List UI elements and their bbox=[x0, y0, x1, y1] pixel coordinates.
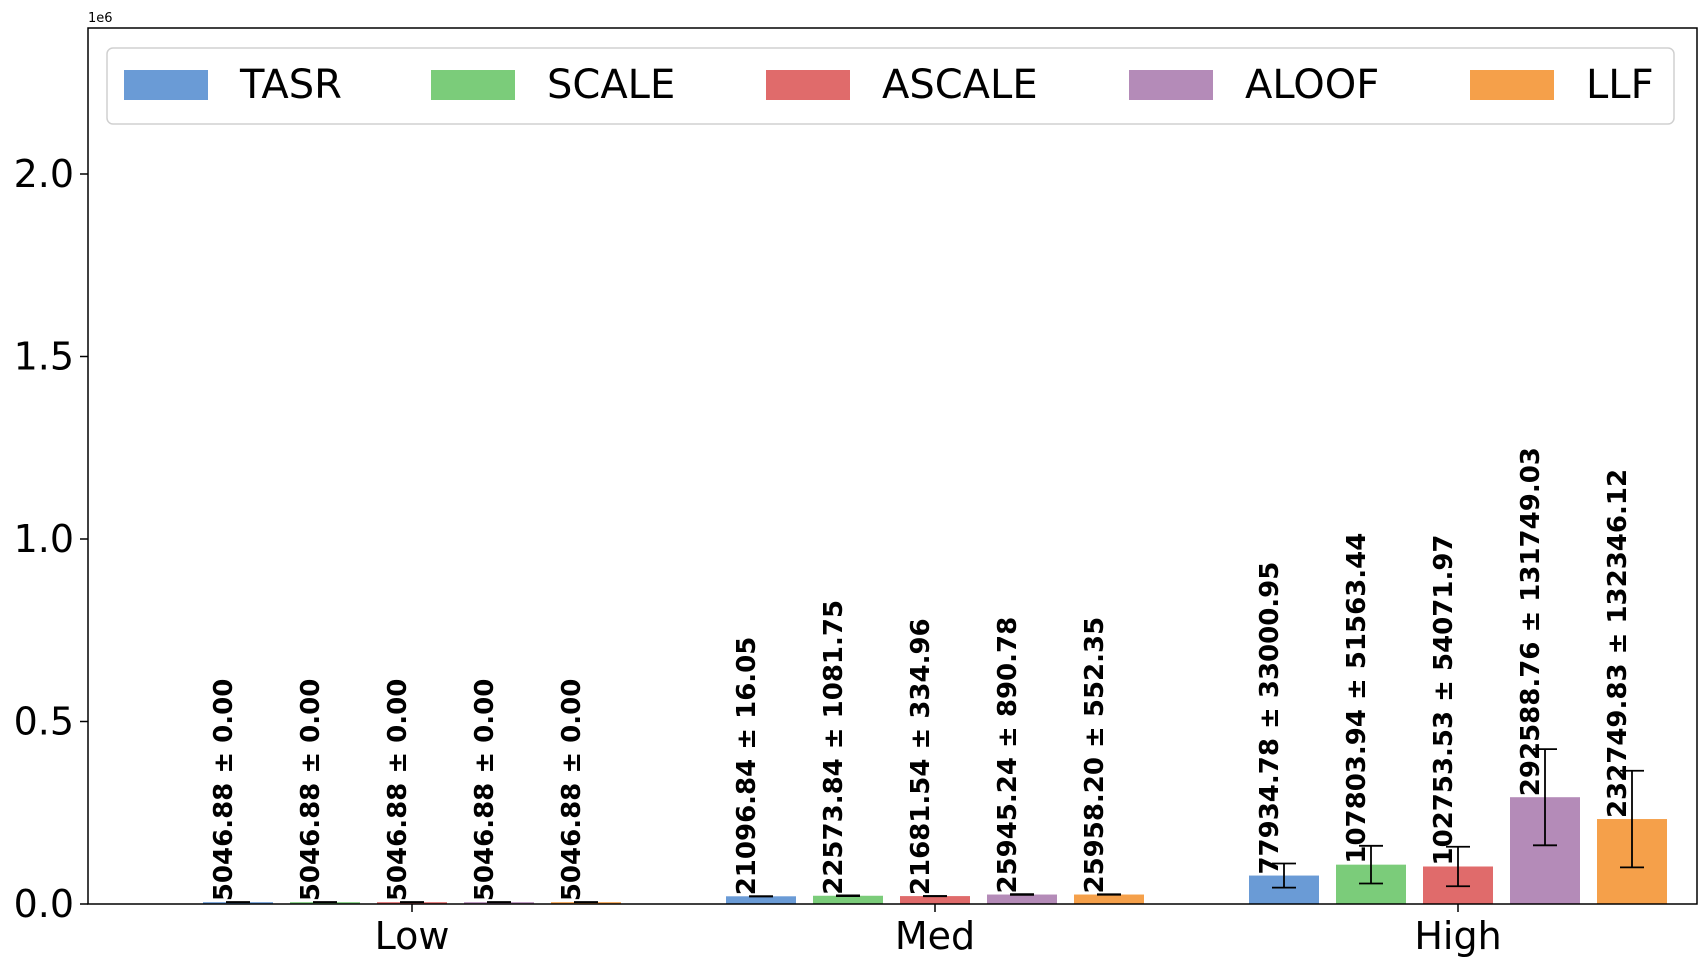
y-tick-label: 2.0 bbox=[14, 152, 74, 196]
bar-value-label: 25945.24 ± 890.78 bbox=[993, 617, 1023, 894]
bar-value-label: 292588.76 ± 131749.03 bbox=[1516, 447, 1546, 796]
legend-swatch-aloof bbox=[1129, 70, 1213, 100]
error-bars-layer bbox=[226, 748, 1644, 904]
legend-label-aloof: ALOOF bbox=[1245, 62, 1379, 108]
bar-ascale-med bbox=[900, 896, 970, 904]
bar-llf-med bbox=[1074, 894, 1144, 904]
plot-frame bbox=[87, 27, 1698, 905]
y-tick-label: 0.0 bbox=[14, 882, 74, 926]
bar-value-label: 77934.78 ± 33000.95 bbox=[1255, 562, 1285, 875]
bar-ascale-low bbox=[377, 902, 447, 904]
x-tick-label: High bbox=[1414, 914, 1501, 958]
legend-label-tasr: TASR bbox=[239, 62, 342, 108]
legend-box bbox=[106, 47, 1675, 125]
y-tick-label: 1.0 bbox=[14, 517, 74, 561]
legend-swatch-tasr bbox=[124, 70, 208, 100]
legend-swatch-llf bbox=[1470, 70, 1554, 100]
bar-value-label: 5046.88 ± 0.00 bbox=[557, 679, 587, 901]
legend-swatch-ascale bbox=[766, 70, 850, 100]
bar-value-label: 232749.83 ± 132346.12 bbox=[1603, 469, 1633, 818]
bar-aloof-low bbox=[464, 902, 534, 904]
y-axis-offset-label: 1e6 bbox=[88, 11, 113, 26]
bar-scale-low bbox=[290, 902, 360, 904]
bar-tasr-med bbox=[726, 896, 796, 904]
y-axis: 0.0 0.5 1.0 1.5 2.0 bbox=[14, 152, 88, 926]
bar-value-label: 22573.84 ± 1081.75 bbox=[819, 600, 849, 895]
legend-label-llf: LLF bbox=[1586, 62, 1654, 108]
legend: TASR SCALE ASCALE ALOOF LLF bbox=[106, 47, 1675, 125]
bar-aloof-med bbox=[987, 894, 1057, 904]
x-tick-label: Med bbox=[895, 914, 975, 958]
bar-scale-med bbox=[813, 895, 883, 904]
x-tick-label: Low bbox=[375, 914, 450, 958]
x-axis: Low Med High bbox=[375, 904, 1502, 958]
legend-label-ascale: ASCALE bbox=[882, 62, 1038, 108]
bar-value-label: 5046.88 ± 0.00 bbox=[296, 679, 326, 901]
bar-value-label: 25958.20 ± 552.35 bbox=[1080, 617, 1110, 894]
bar-value-label: 5046.88 ± 0.00 bbox=[470, 679, 500, 901]
bar-value-label: 102753.53 ± 54071.97 bbox=[1429, 534, 1459, 865]
bar-value-label: 21096.84 ± 16.05 bbox=[732, 637, 762, 896]
bar-llf-low bbox=[551, 902, 621, 904]
bar-value-label: 5046.88 ± 0.00 bbox=[383, 679, 413, 901]
y-tick-label: 0.5 bbox=[14, 700, 74, 744]
bar-value-label: 5046.88 ± 0.00 bbox=[209, 679, 239, 901]
legend-swatch-scale bbox=[431, 70, 515, 100]
bar-value-label: 21681.54 ± 334.96 bbox=[906, 618, 936, 895]
bar-value-label: 107803.94 ± 51563.44 bbox=[1342, 533, 1372, 864]
y-tick-label: 1.5 bbox=[14, 335, 74, 379]
legend-label-scale: SCALE bbox=[547, 62, 675, 108]
bar-value-labels: 5046.88 ± 0.00 5046.88 ± 0.00 5046.88 ± 0.… bbox=[209, 447, 1633, 901]
bar-tasr-low bbox=[203, 902, 273, 904]
